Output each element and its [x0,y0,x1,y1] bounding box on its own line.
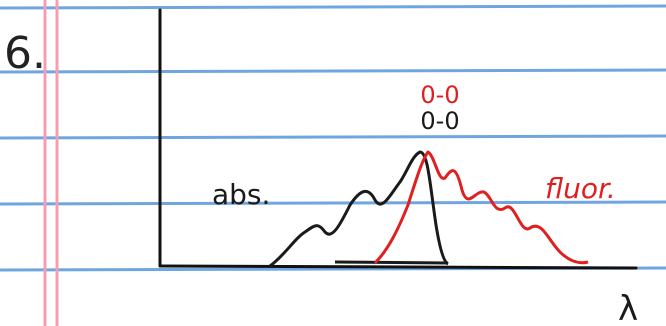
ruled-line [0,70,666,72]
abs-label: abs. [212,178,270,211]
fluor-label: fluor. [545,172,616,205]
ruled-line [0,6,666,8]
abs-baseline [335,262,448,263]
paper [0,0,666,326]
abs-peak-label: 0-0 [420,107,459,135]
notebook-sketch: 6. 0-0 0-0 abs. fluor. λ [0,0,666,326]
problem-number: 6. [4,28,46,79]
ruled-line [0,136,666,138]
fluor-peak-label: 0-0 [420,81,459,109]
x-axis-label: λ [618,289,638,326]
x-axis [160,266,636,268]
